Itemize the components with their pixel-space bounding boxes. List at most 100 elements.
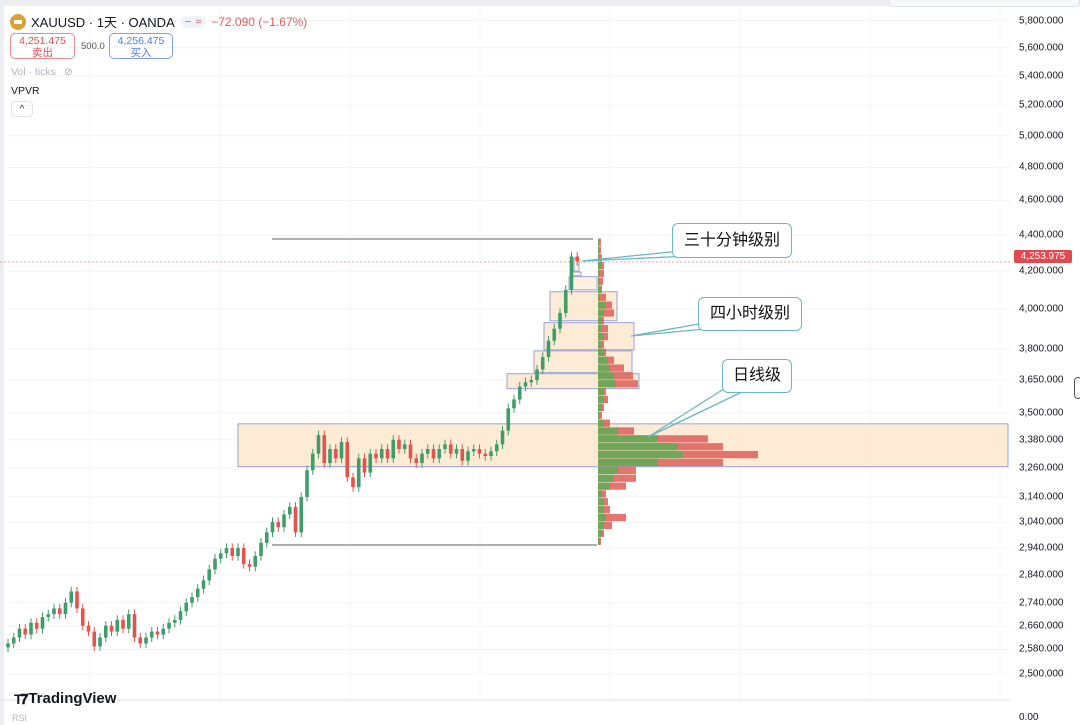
volume-profile-buy bbox=[598, 498, 604, 506]
volume-profile-buy bbox=[598, 317, 602, 325]
candle-up bbox=[500, 430, 505, 445]
buy-button[interactable]: 4,256.475 买入 bbox=[109, 33, 173, 59]
candle-down bbox=[34, 622, 39, 629]
candle-down bbox=[448, 444, 453, 454]
candle-down bbox=[247, 564, 252, 567]
volume-profile-buy bbox=[598, 458, 658, 467]
sell-button[interactable]: 4,251.475 卖出 bbox=[10, 33, 75, 59]
price-tick-label: 3,380.000 bbox=[1019, 434, 1064, 446]
volume-profile-buy bbox=[598, 490, 602, 498]
candle-up bbox=[379, 449, 384, 459]
volume-profile-buy bbox=[598, 513, 606, 522]
candle-up bbox=[471, 449, 476, 452]
spread-value: 500.0 bbox=[81, 41, 105, 52]
buy-label: 买入 bbox=[130, 47, 152, 59]
candle-up bbox=[489, 451, 493, 457]
candle-up bbox=[178, 611, 183, 620]
candle-up bbox=[264, 532, 269, 543]
volume-profile-buy bbox=[598, 372, 614, 380]
candle-up bbox=[282, 514, 286, 528]
volume-profile-buy bbox=[598, 246, 599, 254]
candle-up bbox=[195, 588, 200, 598]
candle-down bbox=[374, 453, 378, 459]
volume-profile-buy bbox=[598, 521, 604, 530]
sell-label: 卖出 bbox=[32, 47, 53, 59]
volume-profile-buy bbox=[598, 254, 600, 262]
volume-profile-buy bbox=[598, 482, 610, 490]
support-zone bbox=[568, 276, 598, 291]
scroll-handle[interactable] bbox=[1074, 377, 1080, 399]
candle-up bbox=[512, 399, 516, 409]
volume-profile-buy bbox=[598, 450, 683, 459]
rsi-zero-label: 0.00 bbox=[1019, 712, 1039, 723]
candle-up bbox=[310, 453, 315, 471]
candle-up bbox=[149, 631, 154, 638]
candle-down bbox=[80, 608, 85, 626]
price-tick-label: 2,940.000 bbox=[1019, 542, 1064, 554]
volume-profile-buy bbox=[598, 388, 604, 396]
price-tick-label: 5,800.000 bbox=[1019, 15, 1064, 27]
volume-profile-sell bbox=[598, 364, 624, 372]
candle-up bbox=[535, 369, 539, 381]
symbol-title[interactable]: XAUUSD · 1天 · OANDA bbox=[31, 15, 175, 30]
candle-up bbox=[454, 449, 459, 454]
data-status: ≈ bbox=[195, 15, 202, 28]
volume-profile-sell bbox=[598, 309, 614, 317]
callout-4h: 四小时级别 bbox=[698, 297, 802, 331]
candle-up bbox=[213, 558, 217, 570]
callout-pointer-4h bbox=[630, 321, 717, 337]
candle-up bbox=[339, 442, 344, 459]
candle-down bbox=[385, 449, 390, 459]
volume-profile-sell bbox=[598, 270, 604, 278]
vpvr-indicator-label[interactable]: VPVR bbox=[11, 85, 40, 97]
candle-down bbox=[477, 449, 482, 454]
volume-profile-buy bbox=[598, 348, 604, 356]
candle-up bbox=[224, 548, 229, 554]
volume-profile-buy bbox=[598, 466, 618, 474]
candle-up bbox=[6, 643, 10, 648]
candle-up bbox=[201, 580, 206, 589]
candle-up bbox=[126, 614, 131, 629]
candle-up bbox=[259, 542, 263, 557]
volume-profile-buy bbox=[598, 270, 600, 278]
price-tick-label: 3,650.000 bbox=[1019, 374, 1064, 386]
volume-profile-buy bbox=[598, 403, 602, 412]
candle-up bbox=[190, 597, 194, 603]
tradingview-wordmark: TradingView bbox=[28, 690, 117, 707]
candle-down bbox=[293, 506, 298, 533]
symbol-header[interactable]: XAUUSD · 1天 · OANDA − ≈ −72.090 (−1.67%) bbox=[10, 12, 307, 31]
candle-down bbox=[109, 625, 114, 632]
price-tick-label: 2,840.000 bbox=[1019, 569, 1064, 581]
volume-profile-buy bbox=[598, 340, 601, 349]
market-status: − bbox=[184, 15, 192, 28]
candle-down bbox=[322, 435, 327, 464]
chevron-up-icon: ^ bbox=[19, 104, 25, 115]
candle-up bbox=[443, 444, 447, 450]
candle-up bbox=[270, 522, 275, 533]
candle-up bbox=[46, 614, 51, 618]
collapse-legend-button[interactable]: ^ bbox=[11, 101, 33, 117]
candle-up bbox=[563, 289, 568, 313]
candle-up bbox=[167, 622, 171, 629]
candle-down bbox=[345, 442, 350, 478]
candle-down bbox=[86, 625, 91, 632]
candle-up bbox=[529, 380, 534, 383]
candle-down bbox=[92, 631, 97, 647]
price-tick-label: 5,000.000 bbox=[1019, 130, 1064, 142]
status-pill[interactable]: − ≈ bbox=[179, 15, 207, 28]
candle-up bbox=[144, 637, 148, 644]
volume-profile-sell bbox=[598, 458, 723, 467]
eye-hidden-icon[interactable]: ⊘ bbox=[63, 66, 73, 78]
tradingview-logo[interactable]: T𝟕 TradingView bbox=[14, 690, 116, 708]
candle-up bbox=[63, 602, 68, 615]
volume-indicator-legend[interactable]: Vol · ticks ⊘ bbox=[11, 66, 73, 78]
volume-profile-buy bbox=[598, 411, 600, 419]
candle-up bbox=[425, 449, 430, 454]
candle-down bbox=[351, 477, 355, 488]
support-zone bbox=[543, 322, 635, 351]
candle-down bbox=[241, 548, 246, 565]
volume-profile-buy bbox=[598, 364, 610, 372]
candle-down bbox=[414, 458, 419, 464]
candle-down bbox=[230, 548, 235, 557]
